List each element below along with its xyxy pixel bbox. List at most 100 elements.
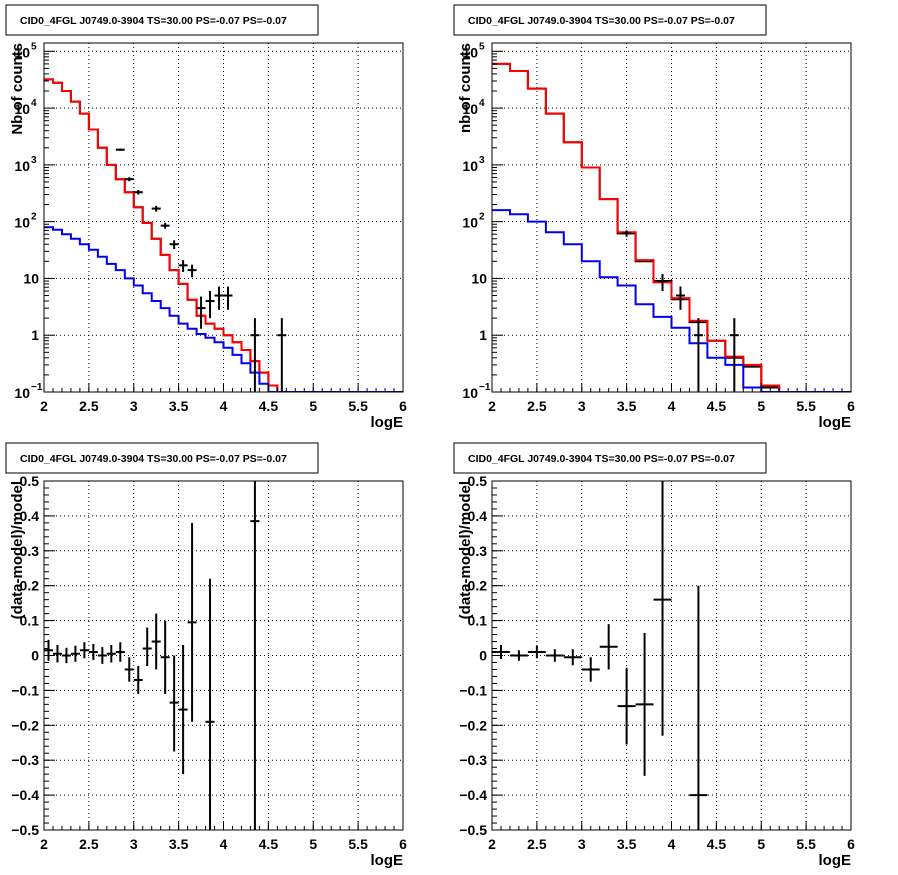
x-tick-label: 4 (668, 836, 676, 852)
data-point (133, 665, 143, 694)
x-tick-label: 3 (578, 398, 586, 414)
data-point (527, 645, 546, 659)
x-axis-title: logE (371, 852, 404, 869)
data-point (563, 649, 582, 666)
data-point (52, 645, 62, 663)
data-point (250, 318, 260, 392)
x-tick-label: 2 (40, 836, 48, 852)
x-tick-label: 2.5 (79, 398, 99, 414)
x-tick-label: 2.5 (79, 836, 99, 852)
y-tick-label: −0.5 (11, 822, 39, 838)
x-tick-label: 2 (40, 398, 48, 414)
x-tick-label: 3.5 (617, 398, 637, 414)
x-axis-title: logE (371, 414, 404, 431)
panel-title-box (5, 442, 319, 474)
x-tick-label: 4.5 (259, 398, 279, 414)
data-point (277, 318, 287, 392)
panel-title-text: CID0_4FGL J0749.0-3904 TS=30.00 PS=-0.07… (20, 453, 287, 465)
x-tick-label: 2 (488, 836, 496, 852)
y-tick-exponent: 4 (31, 98, 37, 109)
y-tick-label: 10 (14, 385, 30, 401)
x-tick-label: 5.5 (348, 836, 368, 852)
data-point (635, 632, 654, 776)
y-tick-label: −0.2 (11, 717, 39, 733)
x-tick-label: 5 (309, 398, 317, 414)
data-point (622, 230, 632, 237)
chart-panel-1: CID0_4FGL J0749.0-3904 TS=30.00 PS=-0.07… (5, 4, 407, 431)
y-tick-label: 0.4 (468, 508, 488, 524)
chart-panel-2: CID0_4FGL J0749.0-3904 TS=30.00 PS=-0.07… (453, 4, 855, 431)
panel-title-text: CID0_4FGL J0749.0-3904 TS=30.00 PS=-0.07… (20, 15, 287, 27)
y-axis: −0.5 −0.4 −0.3 −0.2 −0.1 0 0.1 0.2 0.3 0.4 0.5(dat… (9, 473, 55, 838)
x-tick-label: 5.5 (796, 836, 816, 852)
y-tick-label: 0 (31, 648, 39, 664)
y-tick-label: 0.4 (20, 508, 40, 524)
data-point (205, 578, 215, 830)
x-tick-label: 3.5 (169, 398, 189, 414)
y-tick-label: −0.4 (11, 787, 39, 803)
grid (44, 43, 403, 392)
data-point (79, 642, 89, 659)
y-tick-label: −0.1 (459, 682, 487, 698)
x-tick-label: 3.5 (169, 836, 189, 852)
data-point (617, 667, 636, 745)
chart-panel-4: CID0_4FGL J0749.0-3904 TS=30.00 PS=-0.07… (453, 442, 855, 869)
panel-title: CID0_4FGL J0749.0-3904 TS=30.00 PS=-0.07… (453, 442, 767, 474)
data-point (115, 148, 125, 151)
plot-area (44, 481, 260, 830)
panel-title: CID0_4FGL J0749.0-3904 TS=30.00 PS=-0.07… (5, 4, 319, 36)
y-tick-label: 0.3 (20, 543, 40, 559)
y-tick-label: 10 (462, 385, 478, 401)
data-point (178, 645, 188, 775)
y-axis-title: Nb of counts (9, 43, 26, 135)
data-point (124, 177, 134, 182)
y-tick-label: 0.5 (468, 473, 488, 489)
data-point (545, 649, 564, 662)
x-tick-label: 3 (578, 836, 586, 852)
data-point (124, 657, 134, 682)
plot-area (492, 481, 708, 830)
data-point (581, 657, 600, 682)
data-point (115, 642, 125, 662)
data-point (133, 190, 143, 195)
y-tick-label: 0.5 (20, 473, 40, 489)
x-tick-label: 6 (399, 398, 407, 414)
panel-title-box (5, 4, 319, 36)
y-axis-title: (data-model)/model (457, 481, 474, 619)
series-line-3 (44, 226, 403, 392)
y-tick-label: 0.2 (468, 578, 488, 594)
y-tick-label: 10 (14, 158, 30, 174)
x-tick-label: 5 (309, 836, 317, 852)
y-tick-label: 10 (462, 101, 478, 117)
data-point (160, 620, 170, 694)
x-axis-title: logE (819, 852, 852, 869)
data-point (187, 264, 197, 278)
y-tick-label: −0.3 (459, 752, 487, 768)
panel-title-box (453, 442, 767, 474)
panel-title-box (453, 4, 767, 36)
data-point (205, 291, 215, 319)
x-tick-label: 4 (220, 836, 228, 852)
y-tick-label: −0.2 (459, 717, 487, 733)
y-tick-label: 10 (462, 44, 478, 60)
data-point (169, 655, 179, 752)
y-tick-label: 10 (14, 44, 30, 60)
y-tick-label: −0.3 (11, 752, 39, 768)
x-tick-label: 4.5 (707, 398, 727, 414)
x-tick-label: 2.5 (527, 398, 547, 414)
data-point (658, 273, 668, 292)
data-point (187, 522, 197, 722)
y-tick-label: −0.5 (459, 822, 487, 838)
x-tick-label: 6 (847, 398, 855, 414)
panel-title-text: CID0_4FGL J0749.0-3904 TS=30.00 PS=-0.07… (468, 15, 735, 27)
y-tick-label: 0.3 (468, 543, 488, 559)
y-tick-exponent: −1 (31, 382, 43, 393)
x-tick-label: 4.5 (707, 836, 727, 852)
data-point (151, 613, 161, 670)
y-tick-label: 10 (14, 101, 30, 117)
